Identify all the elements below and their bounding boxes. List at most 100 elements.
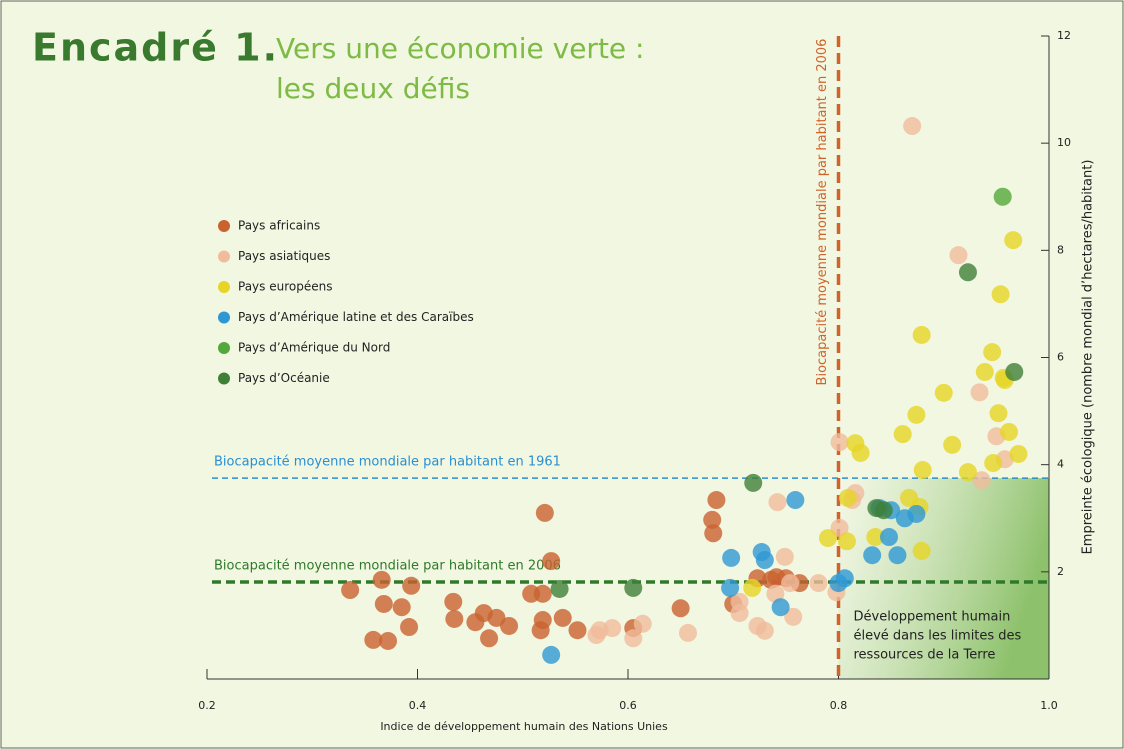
series: [993, 187, 1012, 206]
point: [400, 618, 419, 637]
point: [838, 488, 857, 507]
point: [818, 529, 837, 548]
point: [755, 621, 774, 640]
point: [744, 473, 763, 492]
point: [880, 528, 899, 547]
point: [553, 608, 572, 627]
chart-title: Encadré 1.: [32, 26, 279, 70]
point: [722, 548, 741, 567]
reference-label: Biocapacité moyenne mondiale par habitan…: [815, 39, 830, 386]
point: [678, 623, 697, 642]
point: [444, 592, 463, 611]
point: [991, 285, 1010, 304]
point: [835, 569, 854, 588]
point: [500, 616, 519, 635]
point: [912, 325, 931, 344]
legend-swatch: [218, 342, 230, 354]
point: [730, 604, 749, 623]
point: [949, 246, 968, 265]
point: [1000, 422, 1019, 441]
point: [888, 546, 907, 565]
legend-label: Pays asiatiques: [238, 249, 330, 263]
point: [975, 362, 994, 381]
point: [480, 629, 499, 648]
legend-label: Pays d’Amérique du Nord: [238, 341, 390, 355]
legend-label: Pays européens: [238, 280, 332, 294]
y-tick-label: 4: [1057, 458, 1064, 471]
legend-label: Pays d’Amérique latine et des Caraïbes: [238, 310, 474, 324]
point: [374, 594, 393, 613]
point: [704, 524, 723, 543]
point: [972, 471, 991, 490]
legend-swatch: [218, 311, 230, 324]
point: [542, 645, 561, 664]
point: [775, 547, 794, 566]
zone-annotation: Développement humain: [854, 610, 1011, 625]
point: [863, 546, 882, 565]
point: [784, 607, 803, 626]
y-tick-label: 10: [1057, 136, 1071, 149]
point: [392, 598, 411, 617]
series: [743, 231, 1028, 597]
reference-label: Biocapacité moyenne mondiale par habitan…: [214, 455, 561, 470]
point: [445, 609, 464, 628]
x-tick-label: 0.8: [830, 699, 848, 712]
point: [781, 574, 800, 593]
point: [341, 581, 360, 600]
point: [970, 383, 989, 402]
x-tick-label: 1.0: [1040, 699, 1058, 712]
point: [907, 504, 926, 523]
x-tick-label: 0.2: [198, 699, 216, 712]
point: [809, 574, 828, 593]
point: [624, 578, 643, 597]
y-tick-label: 12: [1057, 29, 1071, 42]
point: [533, 584, 552, 603]
zone-annotation: ressources de la Terre: [854, 648, 996, 663]
point: [372, 570, 391, 589]
subtitle: Vers une économie verte :: [276, 32, 644, 65]
point: [768, 493, 787, 512]
point: [786, 491, 805, 510]
point: [984, 454, 1003, 473]
point: [721, 578, 740, 597]
point: [934, 383, 953, 402]
y-tick-label: 6: [1057, 351, 1064, 364]
point: [755, 551, 774, 570]
legend-label: Pays africains: [238, 219, 320, 233]
point: [379, 631, 398, 650]
point: [893, 425, 912, 444]
point: [837, 532, 856, 551]
x-tick-label: 0.4: [409, 699, 427, 712]
legend-swatch: [218, 372, 230, 385]
point: [830, 433, 849, 452]
point: [531, 621, 550, 640]
point: [983, 343, 1002, 362]
point: [771, 598, 790, 617]
point: [851, 443, 870, 462]
y-tick-label: 2: [1057, 565, 1064, 578]
point: [943, 435, 962, 454]
legend-swatch: [218, 281, 230, 293]
x-axis-label: Indice de développement humain des Natio…: [380, 720, 668, 733]
reference-label: Biocapacité moyenne mondiale par habitan…: [214, 559, 561, 574]
legend-swatch: [218, 220, 230, 232]
point: [568, 621, 587, 640]
point: [903, 117, 922, 136]
point: [364, 630, 383, 649]
point: [1005, 362, 1024, 381]
point: [703, 510, 722, 529]
point: [989, 404, 1008, 423]
y-tick-label: 8: [1057, 243, 1064, 256]
point: [958, 463, 977, 482]
point: [866, 528, 885, 547]
point: [958, 263, 977, 282]
point: [671, 599, 690, 618]
point: [624, 629, 643, 648]
point: [907, 405, 926, 424]
y-axis-label: Empreinte écologique (nombre mondial d’h…: [1081, 160, 1096, 555]
point: [913, 461, 932, 480]
point: [743, 578, 762, 597]
point: [550, 579, 569, 598]
legend-label: Pays d’Océanie: [238, 371, 330, 385]
